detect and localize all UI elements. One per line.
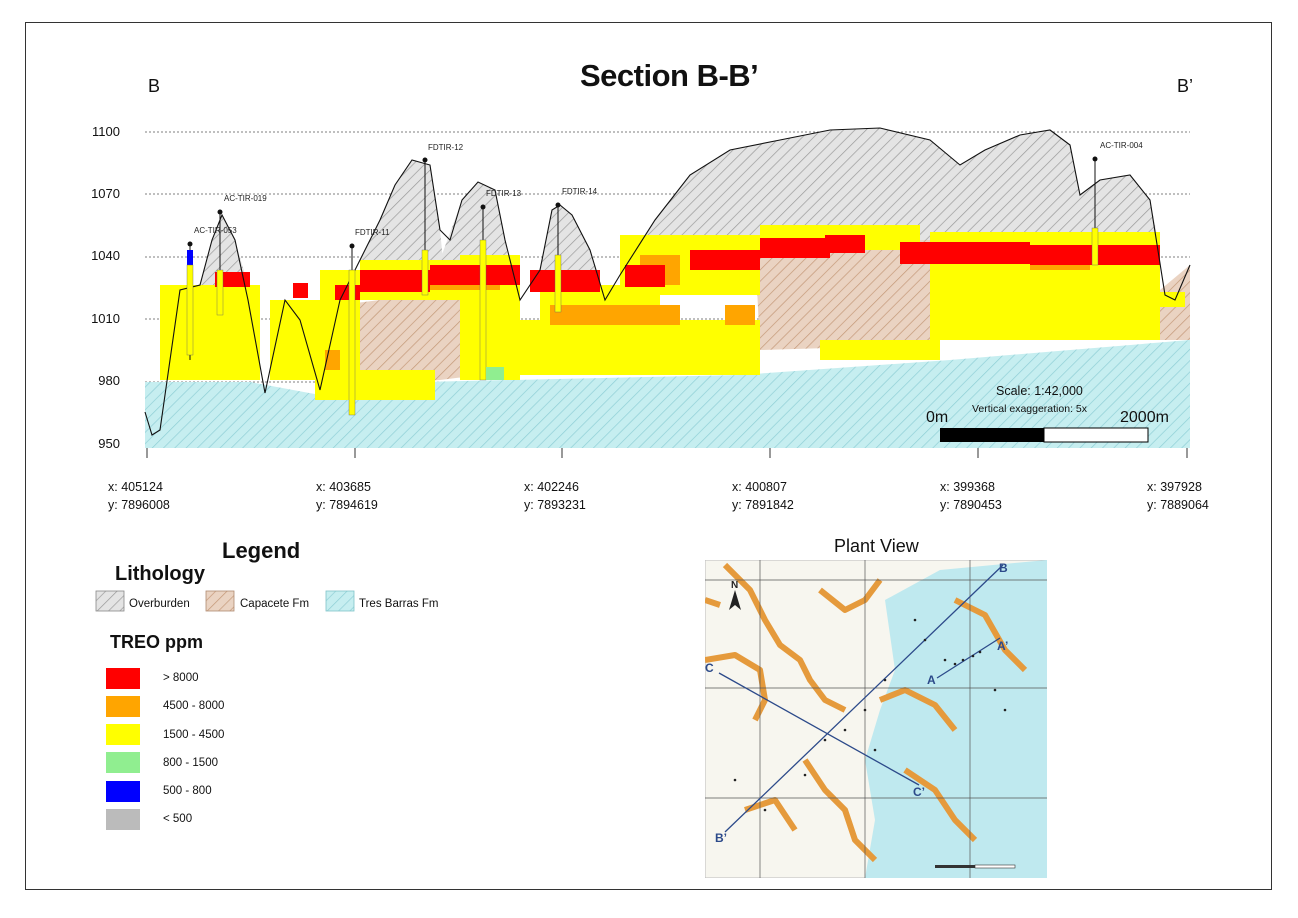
y-tick-label: 950 [98,436,120,451]
topography-profile [144,127,1191,436]
treo-gt-8000-blocks [215,235,1160,300]
treo-swatch-1500-4500 [106,724,140,745]
drillhole-label: FDTIR-14 [562,187,598,196]
overburden-swatch [95,590,125,612]
treo-swatch-800-1500 [106,752,140,773]
drillhole-ac-tir-004 [1091,156,1099,266]
lithology-label: Overburden [129,598,190,610]
capacete-swatch [205,590,235,612]
drillhole-label: AC-TIR-019 [224,194,267,203]
drillhole-fdtir-11 [348,243,356,416]
plan-line-label: A’ [997,639,1008,653]
plan-view-title: Plant View [834,536,919,556]
drillhole-ac-tir-053 [186,241,194,360]
plan-view-map: N B B’ A A’ C C’ [705,560,1047,878]
treo-swatch-4500-8000 [106,696,140,717]
section-title: Section B-B’ [580,58,759,93]
drillhole-fdtir-14 [554,202,562,313]
plan-line-label: B [999,561,1008,575]
x-coord-label: x: 405124 y: 7896008 [108,480,170,512]
tres-barras-swatch [325,590,355,612]
drillhole-label: FDTIR-13 [486,189,522,198]
section-start-label: B [148,76,161,96]
x-coord-label: x: 402246 y: 7893231 [524,480,586,512]
x-axis-ticks [146,448,1188,458]
drillhole-ac-tir-019 [216,209,224,316]
north-label: N [731,580,738,591]
treo-label: 1500 - 4500 [163,729,225,741]
drillhole-label: FDTIR-12 [428,143,464,152]
treo-swatch-lt-500 [106,809,140,830]
drillholes [186,156,1099,416]
lithology-label: Capacete Fm [240,598,310,610]
scale-end-label: 2000m [1120,409,1169,426]
treo-title: TREO ppm [110,632,203,652]
drillhole-label: AC-TIR-053 [194,226,237,235]
lithology-label: Tres Barras Fm [359,598,439,610]
scale-bar [940,427,1149,443]
drillhole-label: AC-TIR-004 [1100,141,1143,150]
x-coord-label: x: 400807 y: 7891842 [732,480,794,512]
x-coord-label: x: 403685 y: 7894619 [316,480,378,512]
figure-frame [25,22,1272,890]
treo-label: 500 - 800 [163,785,212,797]
scale-text: Scale: 1:42,000 [996,384,1083,398]
treo-label: < 500 [163,813,193,825]
x-coord-label: x: 397928 y: 7889064 [1147,480,1209,512]
scale-start-label: 0m [926,409,949,426]
y-tick-label: 1040 [91,248,120,263]
plan-line-label: C [705,661,714,675]
drillhole-fdtir-13 [479,204,504,381]
legend-title: Legend [222,538,301,563]
y-tick-label: 1070 [91,186,120,201]
section-end-label: B’ [1177,76,1194,96]
drillhole-label: FDTIR-11 [355,228,390,237]
y-tick-label: 1010 [91,311,120,326]
treo-label: 4500 - 8000 [163,700,225,712]
capacete-unit [340,240,1190,385]
drillhole-fdtir-12 [421,157,429,296]
y-tick-label: 980 [98,373,120,388]
treo-label: > 8000 [163,672,199,684]
y-tick-label: 1100 [92,124,120,139]
plan-line-label: B’ [715,831,727,845]
tres-barras-unit [145,340,1190,448]
treo-swatch-500-800 [106,781,140,802]
lithology-title: Lithology [115,563,205,585]
treo-swatch-gt-8000 [106,668,140,689]
treo-label: 800 - 1500 [163,757,218,769]
plan-line-label: C’ [913,785,925,799]
plan-line-label: A [927,673,936,687]
x-coord-label: x: 399368 y: 7890453 [940,480,1002,512]
vertical-exaggeration-text: Vertical exaggeration: 5x [972,403,1087,415]
